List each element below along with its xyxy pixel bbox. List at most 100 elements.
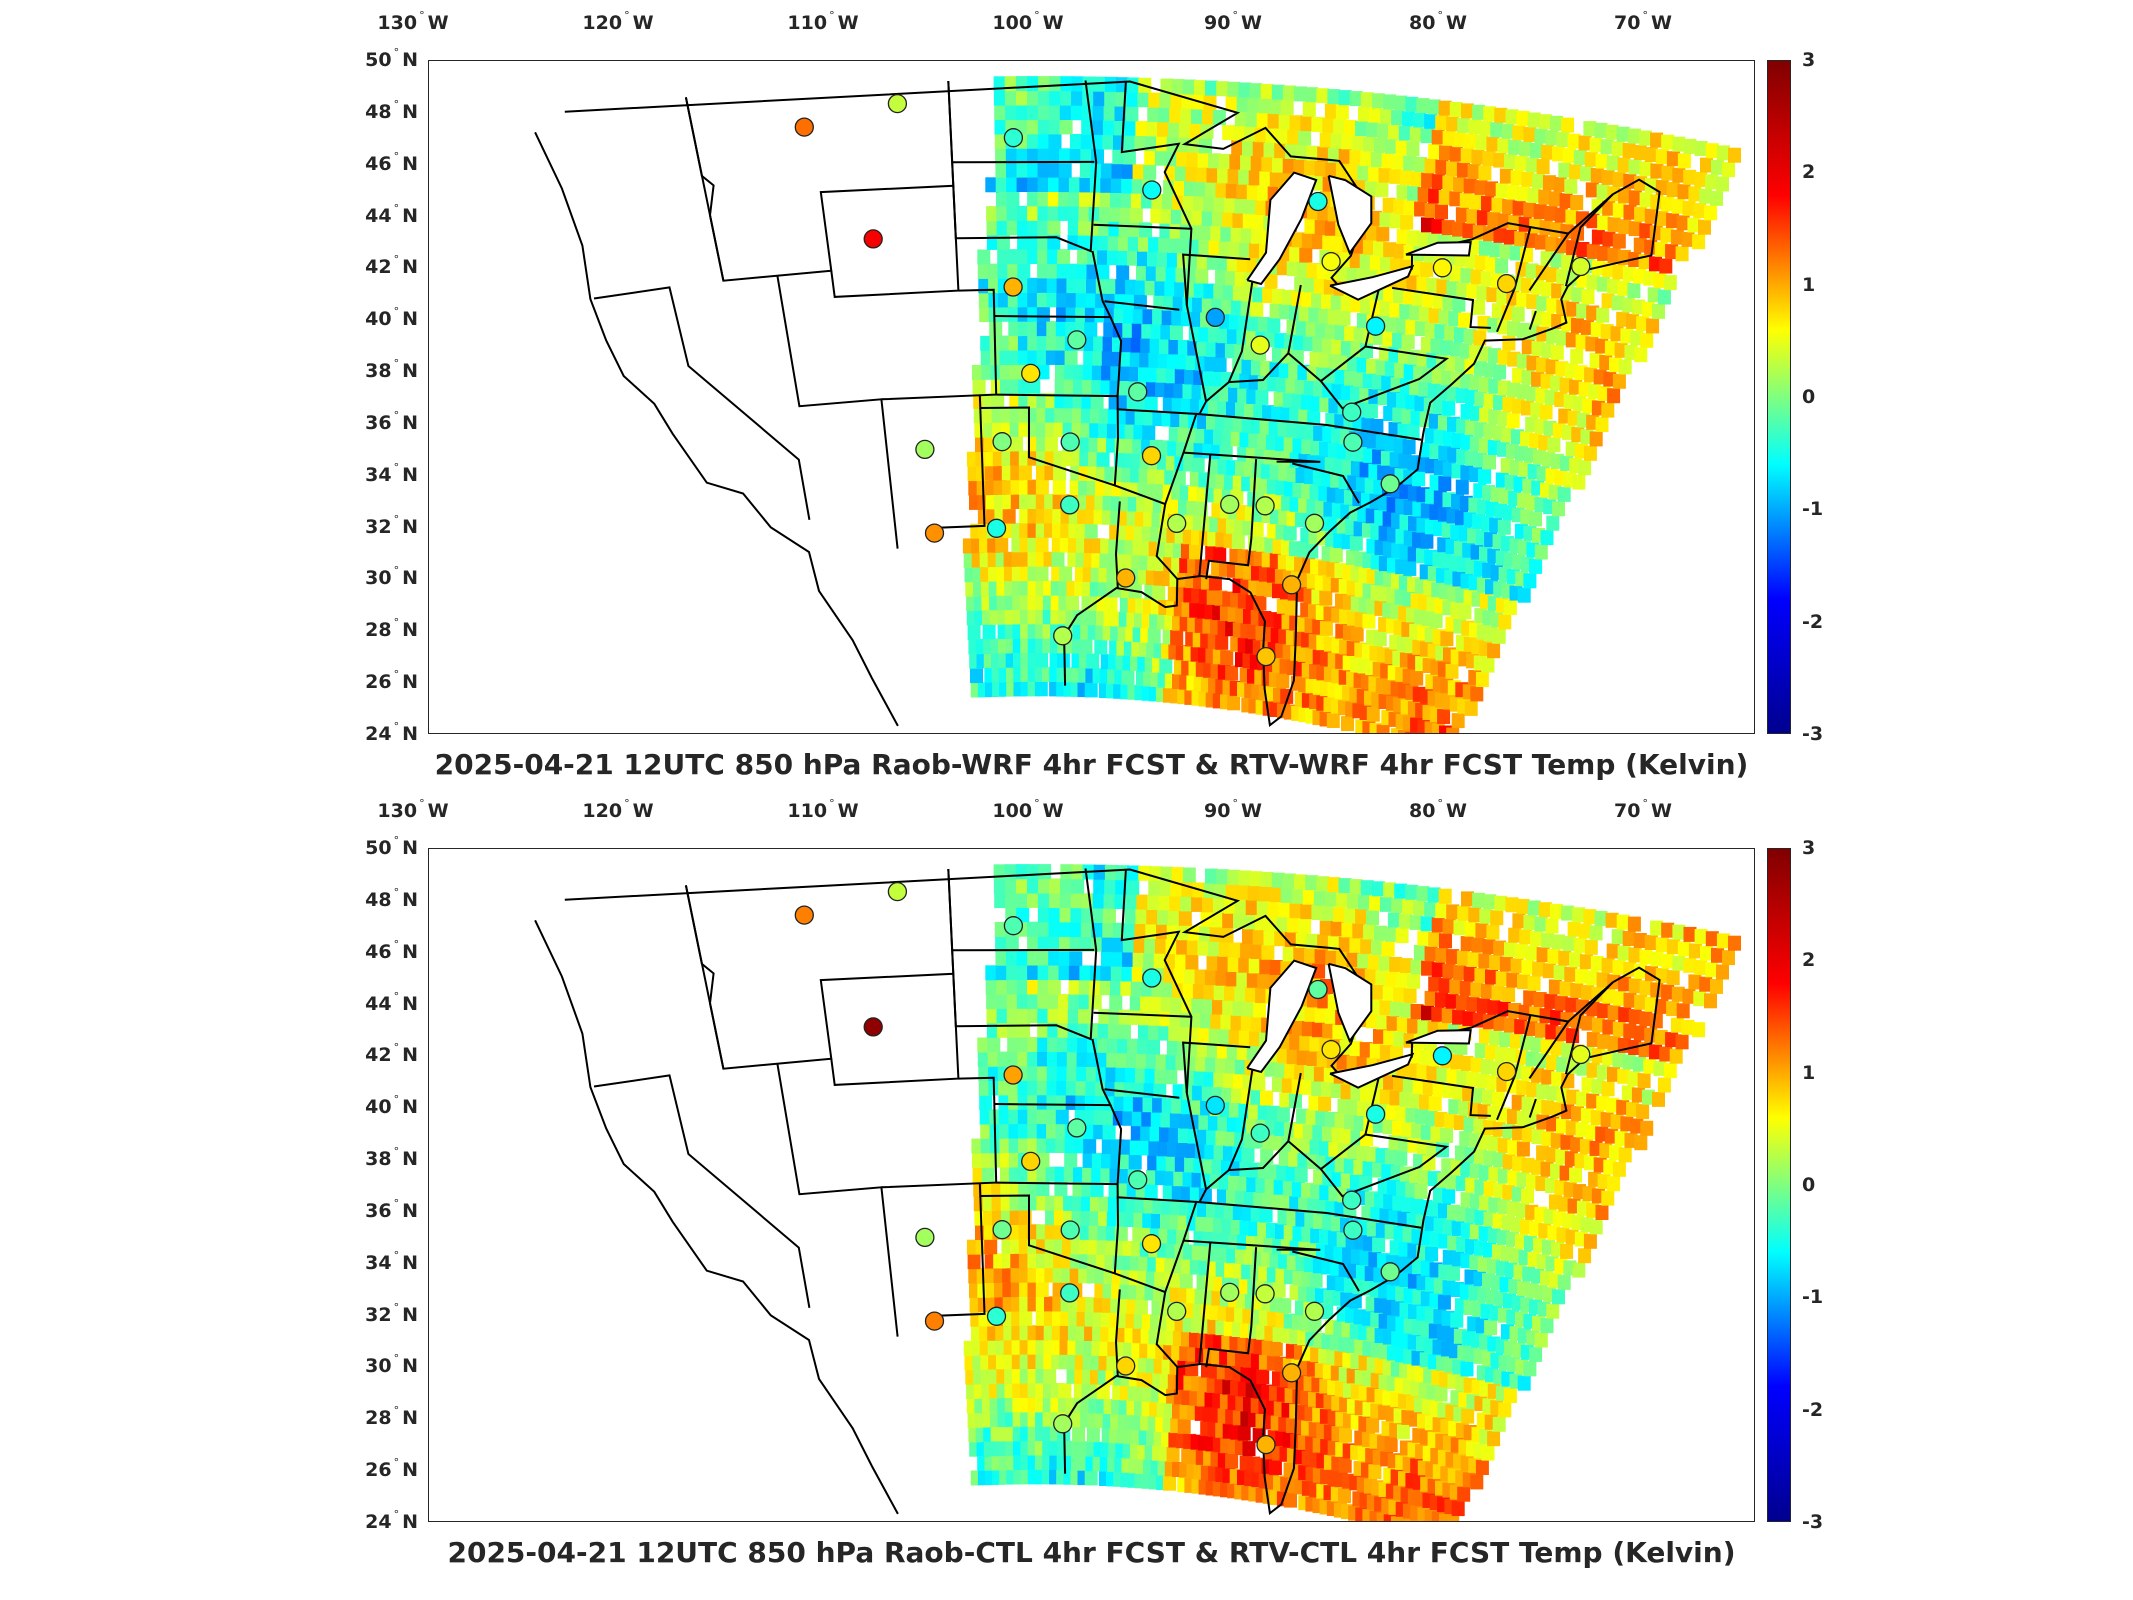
latitude-tick-label: 40 ° N [365, 305, 418, 331]
raob-station-marker [915, 1227, 935, 1248]
colorbar-tick-label: 1 [1802, 273, 1816, 296]
raob-station-marker [1380, 474, 1400, 494]
raob-station-marker [1365, 316, 1386, 336]
raob-station-marker [1220, 494, 1240, 515]
latitude-tick-label: 36 ° N [365, 408, 418, 434]
colorbar-tick-label: -1 [1802, 498, 1824, 521]
map-svg [534, 76, 1741, 733]
raob-station-marker [1256, 646, 1276, 667]
raob-station-marker [1281, 1363, 1302, 1383]
longitude-tick-label: 90 ° W [1204, 797, 1262, 822]
map-plot-area [428, 60, 1755, 734]
raob-station-marker [1060, 495, 1080, 515]
raob-station-marker [1142, 180, 1162, 200]
map-plot-area [428, 848, 1755, 1522]
raob-station-marker [1142, 968, 1162, 988]
raob-station-marker [1496, 273, 1517, 294]
raob-station-marker [1304, 513, 1325, 533]
raob-station-marker [1141, 1234, 1162, 1254]
raob-station-marker [863, 229, 883, 249]
longitude-tick-label: 70 ° W [1614, 797, 1672, 822]
latitude-tick-label: 50 ° N [365, 46, 418, 71]
latitude-tick-label: 38 ° N [365, 1145, 418, 1171]
geographic-boundaries [534, 868, 1661, 1516]
raob-station-marker [1255, 1284, 1275, 1304]
raob-station-marker [1116, 1356, 1136, 1376]
latitude-tick-label: 48 ° N [365, 97, 418, 123]
longitude-tick-label: 70 ° W [1614, 9, 1672, 34]
latitude-tick-label: 34 ° N [365, 460, 418, 486]
raob-station-marker [1167, 1301, 1187, 1322]
raob-station-marker [1060, 1283, 1080, 1303]
longitude-tick-label: 130 ° W [377, 9, 449, 34]
colorbar-tick-label: 2 [1802, 161, 1816, 184]
raob-station-marker [1342, 402, 1362, 422]
raob-station-marker [1053, 1414, 1073, 1434]
colorbar-tick-label: 0 [1802, 386, 1816, 408]
raob-station-marker [1128, 1170, 1148, 1190]
longitude-tick-label: 110 ° W [787, 797, 859, 822]
raob-station-marker [1116, 568, 1136, 588]
longitude-tick-label: 100 ° W [992, 797, 1064, 822]
latitude-tick-label: 32 ° N [365, 512, 418, 538]
latitude-tick-label: 24 ° N [365, 1508, 418, 1533]
raob-station-marker [1321, 1039, 1341, 1060]
raob-station-marker [992, 1220, 1012, 1240]
raob-station-marker [924, 1311, 945, 1331]
colorbar [1767, 848, 1791, 1522]
latitude-tick-label: 36 ° N [365, 1196, 418, 1222]
raob-station-marker [1432, 258, 1453, 278]
panel-title: 2025-04-21 12UTC 850 hPa Raob-WRF 4hr FC… [434, 748, 1749, 781]
latitude-tick-label: 32 ° N [365, 1300, 418, 1326]
geographic-boundaries [534, 80, 1661, 728]
raob-station-marker [1205, 1095, 1225, 1116]
raob-station-marker [1304, 1301, 1325, 1321]
raob-station-marker [794, 117, 814, 137]
raob-station-marker [1067, 1118, 1087, 1138]
raob-station-marker [1250, 1123, 1270, 1143]
latitude-tick-label: 26 ° N [365, 1456, 418, 1482]
latitude-tick-label: 28 ° N [365, 1404, 418, 1430]
colorbar-tick-label: -3 [1802, 1511, 1824, 1533]
latitude-tick-label: 46 ° N [365, 149, 418, 175]
raob-station-marker [1128, 382, 1148, 402]
raob-station-marker [1141, 446, 1162, 466]
latitude-tick-label: 44 ° N [365, 201, 418, 227]
raob-station-marker [1250, 335, 1270, 355]
raob-station-marker [1281, 575, 1302, 595]
latitude-tick-label: 24 ° N [365, 720, 418, 745]
raob-station-marker [1205, 307, 1225, 328]
colorbar [1767, 60, 1791, 734]
latitude-tick-label: 46 ° N [365, 937, 418, 963]
longitude-tick-label: 120 ° W [582, 9, 654, 34]
latitude-tick-label: 42 ° N [365, 1041, 418, 1067]
longitude-tick-label: 130 ° W [377, 797, 449, 822]
raob-station-marker [1308, 979, 1328, 1000]
raob-station-marker [1053, 626, 1073, 646]
raob-station-marker [1060, 1220, 1080, 1240]
latitude-tick-label: 26 ° N [365, 668, 418, 694]
colorbar-tick-label: 2 [1802, 949, 1816, 972]
raob-station-marker [794, 905, 814, 925]
raob-station-marker [1256, 1434, 1276, 1455]
latitude-tick-label: 50 ° N [365, 834, 418, 859]
raob-station-marker [1003, 277, 1023, 297]
colorbar-tick-label: 3 [1802, 837, 1816, 859]
colorbar-tick-label: -3 [1802, 723, 1824, 745]
latitude-tick-label: 48 ° N [365, 885, 418, 911]
latitude-tick-label: 34 ° N [365, 1248, 418, 1274]
raob-station-marker [1432, 1046, 1453, 1066]
colorbar-tick-label: -2 [1802, 610, 1824, 633]
raob-station-marker [1021, 363, 1041, 384]
latitude-tick-label: 38 ° N [365, 357, 418, 383]
raob-station-marker [1021, 1151, 1041, 1172]
colorbar-tick-label: 1 [1802, 1061, 1816, 1084]
raob-station-marker [1571, 256, 1591, 277]
raob-station-marker [1003, 128, 1024, 148]
raob-station-marker [1003, 1065, 1023, 1085]
raob-station-marker [1255, 496, 1275, 516]
raob-station-marker [1167, 513, 1187, 534]
raob-station-marker [863, 1017, 883, 1037]
raob-station-marker [1342, 1190, 1362, 1210]
raob-station-marker [1496, 1061, 1517, 1082]
